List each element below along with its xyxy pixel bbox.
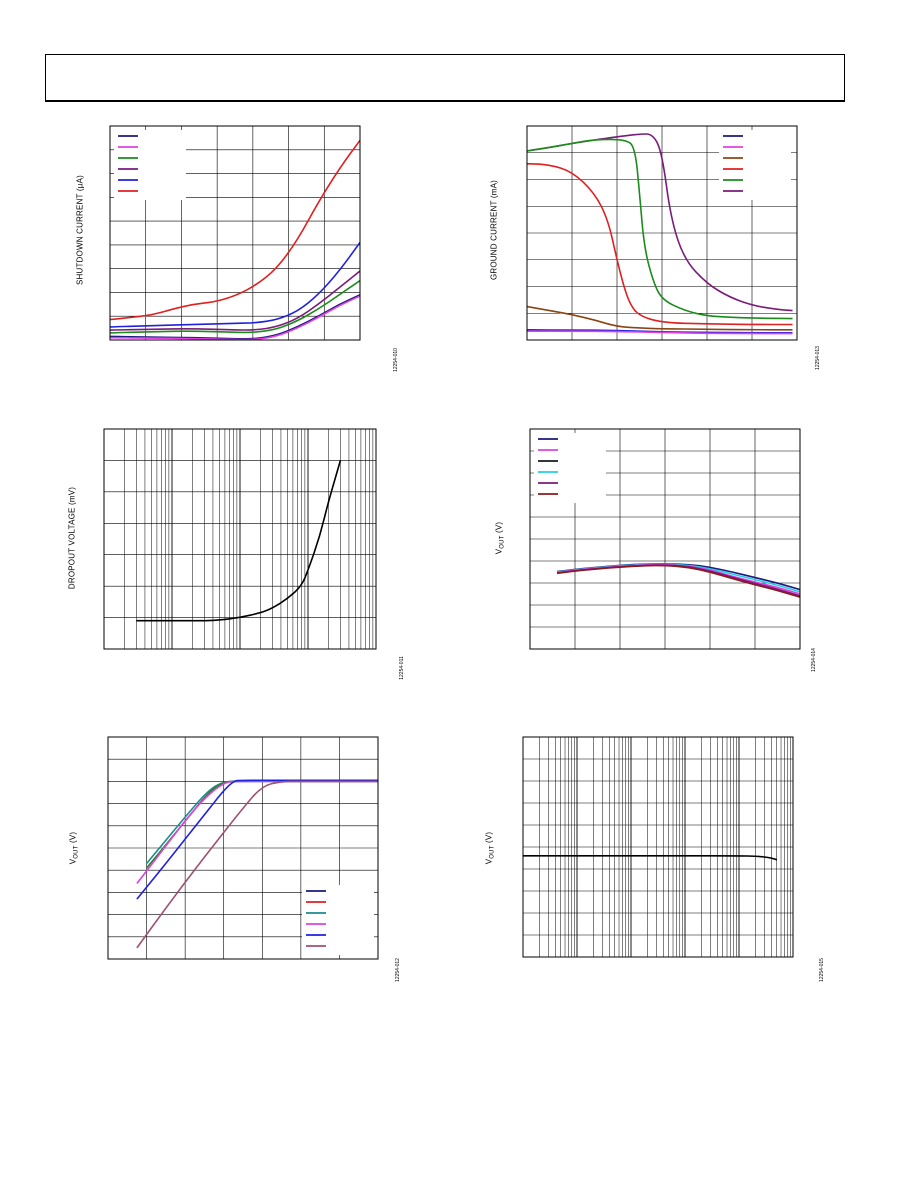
y-axis-label-text: DROPOUT VOLTAGE (mV) xyxy=(67,486,77,590)
series-line-3 xyxy=(110,270,360,331)
series-line-4 xyxy=(136,779,378,900)
y-axis-label-subscript: OUT xyxy=(489,845,496,859)
series-line-4 xyxy=(527,305,793,331)
grid xyxy=(103,429,376,649)
y-axis-label-unit: (V) xyxy=(68,831,78,846)
series-line-3 xyxy=(527,163,793,326)
y-axis-label: VOUT (V) xyxy=(69,832,80,865)
series-group xyxy=(523,855,777,861)
dropout-voltage-chart: DROPOUT VOLTAGE (mV) 12254-011 xyxy=(60,420,410,690)
y-axis-label-unit: (V) xyxy=(494,521,504,536)
grid xyxy=(108,737,378,959)
y-axis-label: DROPOUT VOLTAGE (mV) xyxy=(68,487,77,589)
series-line-4 xyxy=(110,279,360,334)
legend xyxy=(719,130,791,200)
chart-svg xyxy=(522,736,794,958)
series-group xyxy=(136,779,378,949)
y-axis-label-text: V xyxy=(494,548,504,555)
vout-chart-bottom-right: VOUT (V) 12254-015 xyxy=(480,730,830,1000)
series-line-5 xyxy=(556,564,800,598)
plot-frame xyxy=(107,736,379,960)
chart-svg xyxy=(109,125,361,341)
plot-frame xyxy=(522,736,794,958)
series-group xyxy=(556,562,800,598)
series-group xyxy=(136,460,342,622)
figure-id: 12254-010 xyxy=(393,348,399,372)
y-axis-label-subscript: OUT xyxy=(73,845,80,859)
legend-box xyxy=(534,433,606,503)
series-line-2 xyxy=(110,242,360,328)
ground-current-chart: GROUND CURRENT (mA) 12254-013 xyxy=(480,120,830,380)
chart-svg xyxy=(529,428,801,650)
series-line-1 xyxy=(110,139,360,321)
plot-frame xyxy=(103,428,377,650)
series-line-1 xyxy=(136,460,342,622)
legend-box xyxy=(302,885,374,955)
series-group xyxy=(110,139,360,340)
plot-frame xyxy=(109,125,361,341)
chart-svg xyxy=(103,428,377,650)
legend xyxy=(534,433,606,503)
chart-svg xyxy=(107,736,379,960)
y-axis-label: SHUTDOWN CURRENT (µA) xyxy=(76,175,85,285)
figure-id: 12254-014 xyxy=(811,648,817,672)
legend xyxy=(302,885,374,955)
grid xyxy=(522,737,793,957)
series-line-6 xyxy=(527,330,793,335)
legend-box xyxy=(114,130,186,200)
figure-id: 12254-015 xyxy=(819,958,825,982)
figure-id: 12254-013 xyxy=(815,346,821,370)
y-axis-label: VOUT (V) xyxy=(495,522,506,555)
vout-chart-top-right: VOUT (V) 12254-014 xyxy=(480,420,830,690)
y-axis-label-unit: (V) xyxy=(484,831,494,846)
figure-id: 12254-012 xyxy=(395,958,401,982)
series-line-5 xyxy=(136,780,378,949)
y-axis-label-text: GROUND CURRENT (mA) xyxy=(489,179,499,281)
chart-svg xyxy=(526,125,798,341)
series-line-2 xyxy=(527,138,793,320)
y-axis-label-text: V xyxy=(484,858,494,865)
y-axis-label: GROUND CURRENT (mA) xyxy=(490,180,499,280)
legend xyxy=(114,130,186,200)
page-header-frame xyxy=(45,54,845,102)
legend-box xyxy=(719,130,791,200)
y-axis-label-text: V xyxy=(68,858,78,865)
y-axis-label-text: SHUTDOWN CURRENT (µA) xyxy=(75,175,85,285)
figure-id: 12254-011 xyxy=(399,656,405,680)
plot-frame xyxy=(526,125,798,341)
vout-chart-bottom-left: VOUT (V) 12254-012 xyxy=(60,730,410,1000)
y-axis-label: VOUT (V) xyxy=(485,832,496,865)
shutdown-current-chart: SHUTDOWN CURRENT (µA) 12254-010 xyxy=(60,120,400,380)
plot-frame xyxy=(529,428,801,650)
series-group xyxy=(527,133,793,335)
series-line-1 xyxy=(523,855,777,861)
y-axis-label-subscript: OUT xyxy=(499,535,506,549)
